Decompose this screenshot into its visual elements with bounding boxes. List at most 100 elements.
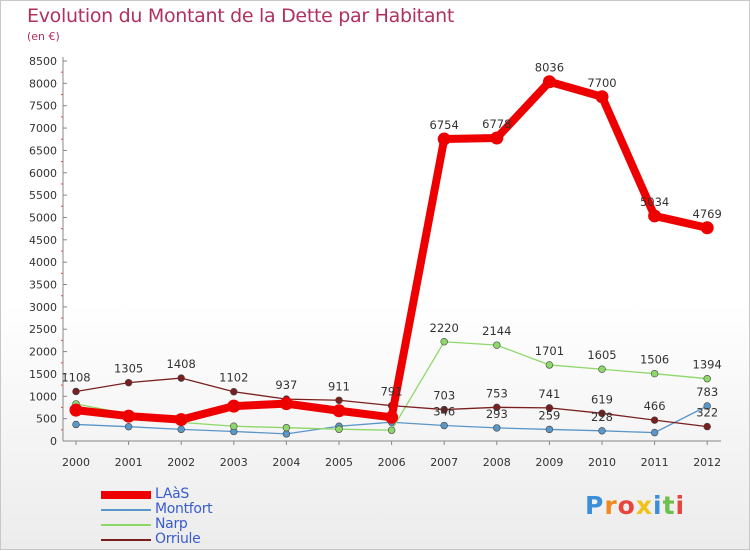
data-point <box>598 409 606 418</box>
x-tick-label: 2002 <box>167 456 195 469</box>
data-label: 791 <box>381 385 403 399</box>
logo-letter: i <box>653 491 663 520</box>
data-point <box>174 413 188 427</box>
logo-letter: x <box>635 491 653 520</box>
y-tick-label: 1500 <box>29 368 57 381</box>
data-point <box>177 425 185 434</box>
y-tick-label: 7000 <box>29 122 57 135</box>
y-tick-label: 0 <box>50 435 57 448</box>
data-point <box>545 425 554 434</box>
y-tick-label: 5000 <box>29 211 57 224</box>
data-point <box>282 430 291 438</box>
data-label: 228 <box>591 410 613 424</box>
data-point <box>703 402 711 410</box>
data-point <box>598 427 606 435</box>
data-label: 6778 <box>482 117 511 131</box>
x-tick-label: 2001 <box>115 456 143 469</box>
data-point <box>700 221 714 235</box>
data-point <box>493 403 501 412</box>
data-label: 783 <box>696 385 718 399</box>
logo-letter: i <box>675 491 686 520</box>
data-point <box>69 403 83 417</box>
data-label: 346 <box>433 405 455 419</box>
data-label: 911 <box>328 379 350 393</box>
data-label: 8036 <box>535 61 564 75</box>
data-label: 7700 <box>587 76 616 90</box>
data-point <box>177 374 185 382</box>
data-point <box>282 423 291 432</box>
legend-label: Narp <box>155 516 188 532</box>
data-point <box>493 424 501 432</box>
data-point <box>440 405 448 414</box>
data-point <box>440 338 448 346</box>
data-label: 753 <box>486 386 508 400</box>
data-label: 259 <box>538 408 560 422</box>
data-label: 5034 <box>640 195 669 209</box>
logo-letter: r <box>604 491 618 520</box>
logo-letter: o <box>617 491 636 520</box>
data-point <box>122 409 136 423</box>
data-label: 1394 <box>693 358 722 372</box>
data-label: 1108 <box>61 370 90 384</box>
data-point <box>335 396 343 404</box>
data-point <box>650 416 659 424</box>
data-label: 322 <box>696 406 718 420</box>
y-tick-label: 3000 <box>29 301 57 314</box>
x-tick-label: 2007 <box>430 456 458 469</box>
data-point <box>230 388 238 396</box>
data-point <box>703 422 711 431</box>
legend-label: Orriule <box>155 531 201 547</box>
data-label: 293 <box>486 407 508 421</box>
data-label: 2220 <box>430 321 459 335</box>
x-tick-label: 2006 <box>378 456 406 469</box>
data-point <box>703 374 711 383</box>
data-point <box>545 404 554 412</box>
data-point <box>227 399 241 413</box>
x-tick-label: 2003 <box>220 456 248 469</box>
data-label: 1408 <box>167 357 196 371</box>
x-tick-label: 2004 <box>272 456 300 469</box>
legend-swatch <box>101 491 151 499</box>
data-point <box>387 426 396 434</box>
y-tick-label: 5500 <box>29 189 57 202</box>
y-tick-label: 6000 <box>29 167 57 180</box>
data-label: 703 <box>433 389 455 403</box>
data-point <box>598 365 606 373</box>
data-label: 1305 <box>114 362 143 376</box>
x-tick-label: 2011 <box>641 456 669 469</box>
data-point <box>335 425 343 433</box>
data-point <box>437 132 451 146</box>
data-point <box>124 422 133 431</box>
data-label: 1506 <box>640 353 669 367</box>
y-tick-label: 1000 <box>29 390 57 403</box>
data-point <box>595 90 609 104</box>
data-point <box>650 428 659 437</box>
y-tick-label: 2000 <box>29 346 57 359</box>
x-tick-label: 2009 <box>535 456 563 469</box>
legend-label: Montfort <box>155 501 213 517</box>
legend-swatch <box>101 509 151 511</box>
data-label: 466 <box>644 399 666 413</box>
data-point <box>493 341 501 349</box>
data-point <box>440 421 448 430</box>
x-tick-label: 2008 <box>483 456 511 469</box>
data-label: 1605 <box>587 348 616 362</box>
logo-letter: t <box>662 491 676 520</box>
data-point <box>490 131 504 145</box>
x-tick-label: 2005 <box>325 456 353 469</box>
y-tick-label: 3500 <box>29 279 57 292</box>
chart-title: Evolution du Montant de la Dette par Hab… <box>27 5 455 27</box>
x-tick-label: 2010 <box>588 456 616 469</box>
data-point <box>542 75 556 89</box>
proxiti-logo: Proxiti <box>585 491 685 520</box>
y-tick-label: 2500 <box>29 323 57 336</box>
data-label: 741 <box>538 387 560 401</box>
data-point <box>72 420 80 429</box>
y-tick-label: 8000 <box>29 77 57 90</box>
legend-label: LAàS <box>155 486 189 502</box>
data-point <box>545 361 554 369</box>
logo-letter: P <box>585 491 605 520</box>
data-point <box>230 422 238 430</box>
data-label: 1701 <box>535 344 564 358</box>
